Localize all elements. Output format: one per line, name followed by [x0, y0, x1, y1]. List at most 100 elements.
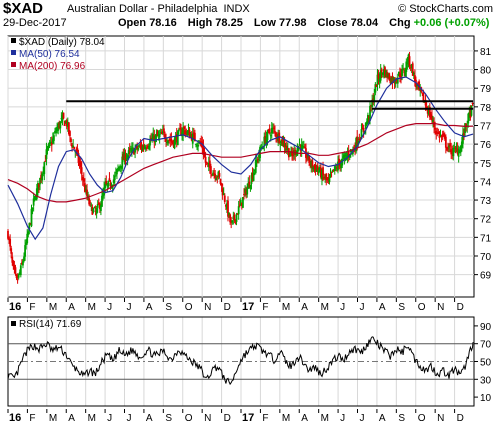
- close-label: Close: [317, 17, 348, 29]
- candle-body: [174, 136, 177, 140]
- candle-body: [448, 145, 450, 148]
- candle-body: [345, 155, 348, 157]
- legend-entry: MA(200) 76.96: [19, 61, 86, 72]
- candle-body: [283, 139, 286, 148]
- candle-body: [42, 171, 45, 173]
- candle-body: [206, 162, 209, 164]
- candle-body: [344, 154, 347, 156]
- candle-body: [50, 142, 53, 146]
- candle-body: [413, 75, 416, 82]
- candle-body: [319, 167, 322, 178]
- candle-body: [190, 133, 193, 141]
- candle-body: [195, 143, 197, 145]
- candle-body: [136, 145, 139, 149]
- x-tick-label-rsi: F: [262, 413, 268, 424]
- x-tick-label-rsi: M: [282, 413, 290, 424]
- x-tick-label-price: F: [29, 302, 35, 313]
- high-label: High: [187, 17, 213, 29]
- candle-body: [306, 157, 308, 159]
- candle-body: [368, 116, 370, 119]
- candle-body: [168, 139, 171, 141]
- candle-body: [218, 173, 221, 177]
- candle-body: [312, 166, 315, 170]
- candle-body: [380, 69, 383, 72]
- candle-body: [163, 128, 165, 133]
- candle-body: [229, 214, 232, 223]
- candle-body: [268, 128, 271, 133]
- candle-body: [134, 148, 136, 153]
- candle-body: [184, 130, 187, 135]
- legend-swatch: [11, 38, 16, 43]
- candle-body: [276, 137, 279, 139]
- candle-body: [375, 84, 378, 88]
- candle-body: [160, 131, 163, 135]
- candle-body: [334, 166, 337, 170]
- candle-body: [324, 176, 327, 178]
- price-y-tick-label: 69: [480, 271, 492, 282]
- candle-body: [300, 144, 303, 151]
- candle-body: [291, 151, 293, 156]
- candle-body: [394, 81, 397, 85]
- candle-body: [298, 143, 301, 145]
- candle-body: [31, 208, 34, 210]
- candle-body: [418, 81, 421, 90]
- x-tick-label-price: M: [88, 302, 96, 313]
- candle-body: [256, 159, 259, 161]
- candle-body: [130, 147, 133, 153]
- candle-body: [73, 146, 76, 150]
- rsi-y-tick-label: 50: [480, 358, 492, 369]
- candle-body: [412, 72, 415, 75]
- candle-body: [331, 169, 334, 172]
- candle-body: [379, 70, 382, 81]
- candle-body: [183, 126, 186, 130]
- candle-body: [169, 139, 172, 141]
- candle-body: [212, 172, 214, 176]
- candle-body: [249, 184, 252, 189]
- candle-body: [142, 144, 145, 148]
- candle-body: [287, 148, 290, 158]
- candle-body: [48, 142, 51, 144]
- candle-body: [28, 223, 31, 229]
- candle-body: [370, 105, 372, 107]
- candle-body: [108, 178, 111, 181]
- x-tick-label-rsi: D: [224, 413, 231, 424]
- candle-body: [157, 134, 160, 137]
- candle-body: [280, 139, 283, 144]
- candle-body: [227, 200, 229, 217]
- x-tick-label-price: D: [457, 302, 464, 313]
- candle-body: [436, 131, 439, 133]
- candle-body: [458, 152, 461, 154]
- x-tick-label-rsi: J: [107, 413, 112, 424]
- price-y-tick-label: 74: [480, 177, 492, 188]
- candle-body: [49, 141, 52, 144]
- candle-body: [96, 203, 99, 208]
- candle-body: [137, 147, 140, 150]
- candle-body: [186, 131, 189, 135]
- candle-body: [266, 130, 269, 140]
- price-y-tick-label: 71: [480, 233, 492, 244]
- candle-body: [15, 274, 18, 278]
- x-tick-label-price: O: [185, 302, 193, 313]
- candle-body: [67, 122, 70, 135]
- candle-body: [222, 193, 225, 195]
- candle-body: [72, 145, 75, 148]
- candle-body: [459, 145, 462, 153]
- candle-body: [145, 147, 148, 149]
- candle-body: [114, 172, 117, 174]
- candle-body: [389, 79, 392, 83]
- candle-body: [265, 136, 268, 144]
- legend-entry: MA(50) 76.54: [19, 49, 80, 60]
- candle-body: [462, 133, 464, 144]
- open-value: 78.16: [149, 17, 177, 29]
- candle-body: [246, 187, 249, 195]
- candle-body: [309, 163, 312, 165]
- candle-body: [117, 167, 119, 170]
- candle-body: [426, 109, 429, 114]
- candle-body: [416, 84, 418, 86]
- candle-body: [187, 130, 190, 133]
- candle-body: [40, 174, 43, 179]
- candle-body: [284, 148, 287, 151]
- candle-body: [255, 159, 258, 163]
- candle-body: [167, 140, 170, 144]
- candle-body: [76, 148, 79, 153]
